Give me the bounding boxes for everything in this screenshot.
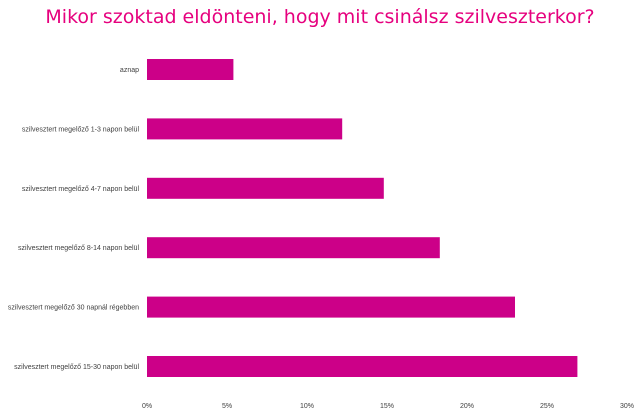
chart-title: Mikor szoktad eldönteni, hogy mit csinál… xyxy=(45,6,595,28)
category-label-6: szilvesztert megelőző 15-30 napon belül xyxy=(14,364,139,371)
category-label-4: szilvesztert megelőző 8-14 napon belül xyxy=(18,245,139,252)
x-tick-label-30: 30% xyxy=(620,403,634,410)
bar-4 xyxy=(147,237,440,259)
category-label-3: szilvesztert megelőző 4-7 napon belül xyxy=(22,186,140,193)
bar-6 xyxy=(147,356,578,377)
bars-group xyxy=(147,59,578,377)
category-label-2: szilvesztert megelőző 1-3 napon belül xyxy=(22,126,140,133)
x-tick-label-20: 20% xyxy=(460,403,474,410)
bar-3 xyxy=(147,177,384,199)
x-tick-label-15: 15% xyxy=(380,403,394,410)
x-tick-label-0: 0% xyxy=(142,403,152,410)
tick-labels-group: 0% 5% 10% 15% 20% 25% 30% xyxy=(142,403,634,410)
x-tick-label-10: 10% xyxy=(300,403,314,410)
x-tick-label-5: 5% xyxy=(222,403,232,410)
bar-2 xyxy=(147,118,343,140)
category-label-5: szilvesztert megelőző 30 napnál régebben xyxy=(8,305,139,312)
bar-1 xyxy=(147,59,234,80)
category-labels-group: aznap szilvesztert megelőző 1-3 napon bel… xyxy=(8,67,140,371)
x-tick-label-25: 25% xyxy=(540,403,554,410)
category-label-1: aznap xyxy=(120,67,139,74)
bar-5 xyxy=(147,296,515,318)
